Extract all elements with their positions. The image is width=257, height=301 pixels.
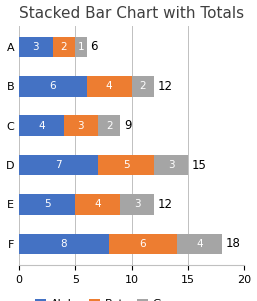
Bar: [19, 37, 53, 57]
Text: 7: 7: [55, 160, 62, 170]
Text: 9: 9: [124, 119, 132, 132]
Bar: [19, 155, 98, 175]
Text: 2: 2: [140, 81, 146, 91]
Text: 3: 3: [134, 200, 141, 209]
Text: 2: 2: [61, 42, 67, 52]
Text: 6: 6: [49, 81, 56, 91]
Bar: [132, 76, 154, 97]
Text: 5: 5: [44, 200, 50, 209]
Bar: [98, 116, 120, 136]
Text: 1: 1: [78, 42, 84, 52]
Bar: [154, 155, 188, 175]
Bar: [19, 194, 75, 215]
Bar: [177, 234, 222, 254]
Bar: [75, 37, 87, 57]
Bar: [120, 194, 154, 215]
Text: 2: 2: [106, 121, 112, 131]
Text: 4: 4: [38, 121, 45, 131]
Text: 3: 3: [33, 42, 39, 52]
Text: 6: 6: [90, 41, 98, 54]
Bar: [19, 234, 109, 254]
Text: 4: 4: [196, 239, 203, 249]
Text: 12: 12: [158, 80, 173, 93]
Text: 4: 4: [95, 200, 101, 209]
Text: 15: 15: [192, 159, 207, 172]
Bar: [109, 234, 177, 254]
Legend: Alpha, Beta, Gamma: Alpha, Beta, Gamma: [31, 294, 201, 301]
Text: 18: 18: [226, 237, 241, 250]
Bar: [87, 76, 132, 97]
Text: 3: 3: [78, 121, 84, 131]
Text: 5: 5: [123, 160, 129, 170]
Text: 4: 4: [106, 81, 112, 91]
Bar: [53, 37, 75, 57]
Text: 6: 6: [140, 239, 146, 249]
Text: 12: 12: [158, 198, 173, 211]
Text: 3: 3: [168, 160, 175, 170]
Bar: [19, 76, 87, 97]
Bar: [64, 116, 98, 136]
Text: 8: 8: [61, 239, 67, 249]
Bar: [98, 155, 154, 175]
Bar: [19, 116, 64, 136]
Bar: [75, 194, 120, 215]
Title: Stacked Bar Chart with Totals: Stacked Bar Chart with Totals: [19, 5, 244, 20]
